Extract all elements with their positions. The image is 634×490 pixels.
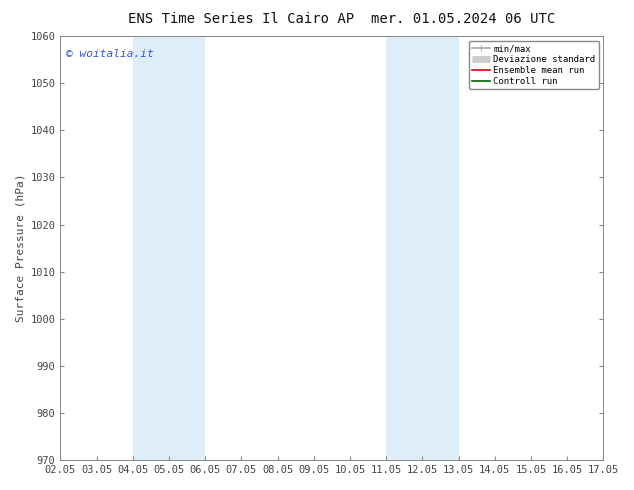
Y-axis label: Surface Pressure (hPa): Surface Pressure (hPa) (15, 174, 25, 322)
Text: ENS Time Series Il Cairo AP: ENS Time Series Il Cairo AP (128, 12, 354, 26)
Text: © woitalia.it: © woitalia.it (66, 49, 153, 59)
Bar (386, 36, 458, 460)
Text: mer. 01.05.2024 06 UTC: mer. 01.05.2024 06 UTC (371, 12, 555, 26)
Bar (133, 36, 205, 460)
Legend: min/max, Deviazione standard, Ensemble mean run, Controll run: min/max, Deviazione standard, Ensemble m… (469, 41, 599, 89)
